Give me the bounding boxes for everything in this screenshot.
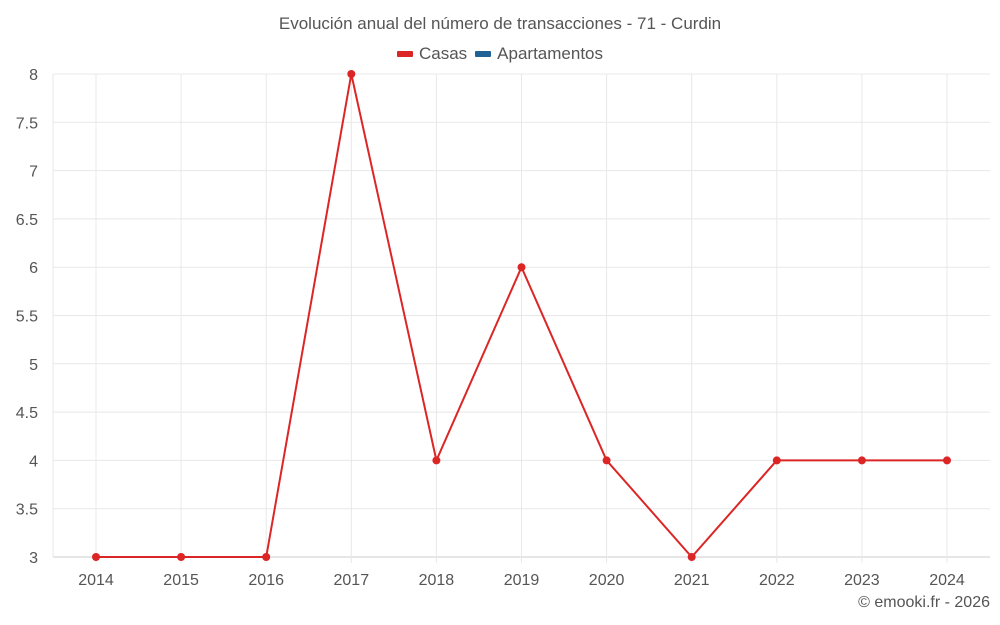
data-point[interactable]: [432, 456, 441, 465]
x-tick-label: 2018: [419, 572, 455, 589]
x-tick-label: 2023: [844, 572, 880, 589]
y-tick-label: 3.5: [16, 502, 38, 519]
x-tick-label: 2014: [78, 572, 114, 589]
chart-title: Evolución anual del número de transaccio…: [278, 14, 722, 33]
legend-swatch-casas-icon: [396, 51, 413, 57]
data-point[interactable]: [772, 456, 781, 465]
x-tick-label: 2020: [589, 572, 625, 589]
data-point[interactable]: [347, 70, 356, 78]
legend-label-apartamentos: Apartamentos: [497, 44, 604, 63]
x-tick-label: 2016: [248, 572, 284, 589]
data-point[interactable]: [857, 456, 866, 465]
y-tick-label: 5.5: [16, 309, 38, 326]
data-point[interactable]: [92, 553, 100, 561]
data-point[interactable]: [602, 456, 611, 465]
y-tick-label: 5: [29, 357, 38, 374]
legend-item-apartamentos[interactable]: Apartamentos: [475, 44, 603, 64]
x-tick-label: 2022: [759, 572, 795, 589]
y-tick-label: 7: [29, 164, 38, 181]
x-tick-label: 2024: [929, 572, 965, 589]
data-point[interactable]: [177, 553, 186, 561]
credit-text: © emooki.fr - 2026: [858, 594, 990, 611]
legend-label-casas: Casas: [418, 44, 468, 63]
x-tick-label: 2019: [504, 572, 540, 589]
data-point[interactable]: [687, 553, 696, 561]
data-point[interactable]: [517, 263, 526, 272]
x-tick-label: 2017: [334, 572, 370, 589]
data-point[interactable]: [943, 456, 951, 465]
y-tick-label: 4.5: [16, 405, 38, 422]
legend-swatch-apartamentos-icon: [475, 51, 492, 57]
x-tick-label: 2015: [163, 572, 199, 589]
y-tick-label: 7.5: [16, 115, 38, 132]
legend-item-casas[interactable]: Casas: [396, 44, 468, 64]
y-tick-label: 3: [29, 550, 38, 567]
data-point[interactable]: [262, 553, 271, 561]
gridlines: [52, 73, 990, 563]
legend: Casas Apartamentos: [0, 44, 1000, 64]
x-tick-label: 2021: [674, 572, 710, 589]
y-tick-label: 6.5: [16, 212, 38, 229]
y-tick-label: 6: [29, 260, 38, 277]
y-tick-label: 4: [29, 453, 38, 470]
y-tick-label: 8: [29, 67, 38, 84]
